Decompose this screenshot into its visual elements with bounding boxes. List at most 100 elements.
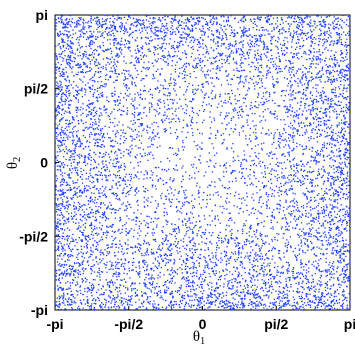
scatter-point — [168, 246, 170, 248]
scatter-point — [201, 278, 204, 280]
scatter-point — [185, 136, 187, 139]
scatter-point — [55, 123, 57, 125]
scatter-point — [335, 179, 337, 181]
scatter-point — [287, 82, 290, 85]
scatter-point — [175, 272, 177, 274]
scatter-point — [312, 128, 314, 130]
scatter-point — [67, 245, 70, 247]
scatter-point — [274, 175, 276, 178]
scatter-point — [184, 28, 186, 30]
scatter-point — [245, 34, 247, 36]
scatter-point — [254, 85, 256, 87]
scatter-point — [338, 122, 340, 124]
scatter-point — [155, 167, 157, 169]
scatter-point — [331, 294, 333, 296]
scatter-point — [227, 93, 229, 95]
scatter-point — [314, 157, 316, 159]
scatter-point — [203, 304, 205, 306]
scatter-point — [102, 42, 104, 44]
scatter-point — [345, 213, 347, 216]
scatter-point — [88, 236, 90, 238]
scatter-point — [204, 44, 207, 47]
scatter-point — [112, 284, 114, 286]
scatter-point — [99, 192, 101, 194]
scatter-point — [129, 75, 131, 77]
scatter-point — [219, 37, 221, 39]
scatter-point — [199, 162, 202, 164]
scatter-point — [283, 29, 285, 31]
scatter-point — [141, 117, 143, 119]
scatter-point — [131, 98, 133, 100]
scatter-point — [337, 169, 339, 171]
scatter-point — [85, 38, 88, 41]
scatter-point — [117, 104, 119, 106]
scatter-point — [239, 307, 241, 309]
scatter-point — [280, 95, 283, 97]
scatter-point — [330, 50, 333, 52]
scatter-point — [253, 296, 255, 299]
scatter-point — [302, 152, 305, 155]
scatter-point — [283, 252, 285, 254]
scatter-point — [123, 97, 125, 99]
scatter-point — [317, 57, 320, 59]
scatter-point — [347, 63, 349, 65]
scatter-point — [100, 288, 103, 290]
scatter-point — [227, 239, 230, 242]
scatter-point — [312, 217, 314, 219]
scatter-point — [132, 123, 134, 125]
scatter-point — [297, 102, 299, 104]
scatter-point — [59, 166, 61, 168]
scatter-point — [148, 138, 150, 140]
scatter-point — [69, 51, 71, 53]
scatter-point — [225, 28, 227, 31]
scatter-point — [144, 26, 146, 29]
scatter-point — [79, 144, 81, 146]
scatter-point — [66, 181, 68, 183]
scatter-point — [60, 16, 62, 19]
scatter-point — [301, 282, 303, 284]
scatter-point — [242, 29, 245, 31]
scatter-point — [198, 109, 201, 112]
scatter-point — [251, 208, 254, 210]
scatter-point — [225, 162, 228, 164]
scatter-point — [232, 297, 234, 299]
scatter-point — [169, 127, 172, 129]
scatter-point — [228, 305, 230, 307]
scatter-point — [279, 142, 281, 144]
scatter-point — [262, 116, 265, 118]
scatter-point — [65, 308, 67, 310]
scatter-point — [192, 254, 195, 256]
scatter-point — [325, 39, 327, 41]
scatter-point — [218, 78, 220, 80]
scatter-point — [264, 34, 266, 36]
scatter-point — [268, 194, 270, 196]
scatter-point — [128, 40, 130, 43]
scatter-point — [147, 126, 149, 128]
scatter-point — [206, 264, 208, 266]
scatter-point — [66, 235, 68, 238]
scatter-point — [108, 170, 111, 172]
scatter-point — [136, 70, 138, 72]
scatter-point — [70, 271, 73, 273]
scatter-point — [327, 135, 329, 137]
scatter-point — [332, 44, 334, 46]
scatter-point — [69, 56, 72, 59]
scatter-point — [128, 16, 130, 18]
scatter-point — [307, 301, 309, 304]
scatter-point — [230, 84, 232, 86]
scatter-point — [343, 14, 345, 16]
scatter-point — [298, 58, 300, 60]
scatter-point — [88, 134, 91, 136]
scatter-point — [287, 151, 289, 154]
scatter-point — [93, 306, 96, 309]
scatter-point — [243, 55, 245, 57]
scatter-point — [215, 162, 217, 165]
scatter-point — [65, 273, 68, 275]
scatter-point — [261, 78, 263, 80]
scatter-point — [285, 218, 287, 220]
scatter-points — [54, 14, 351, 311]
scatter-point — [90, 308, 92, 310]
scatter-point — [302, 275, 305, 278]
scatter-point — [153, 300, 155, 302]
scatter-point — [341, 172, 343, 175]
